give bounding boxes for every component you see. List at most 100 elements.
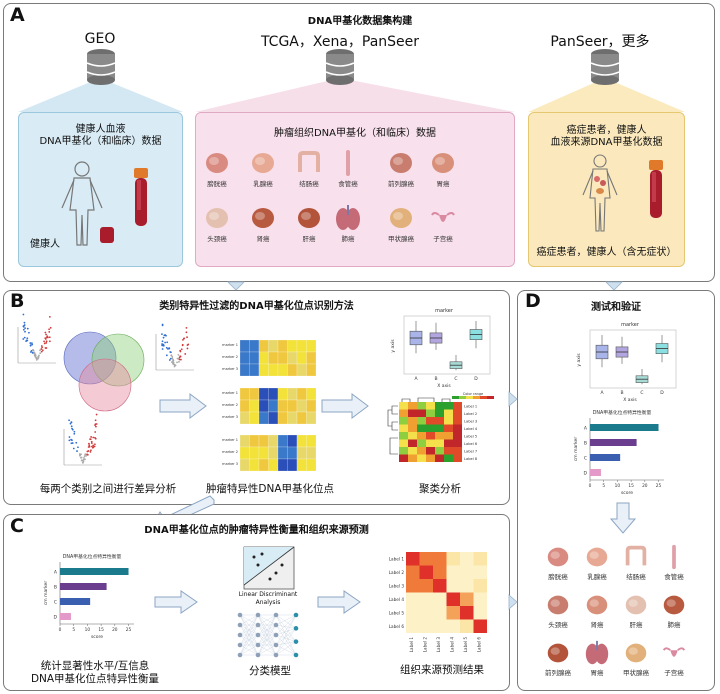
nn-node [273, 652, 279, 658]
cluster-cell [408, 417, 417, 425]
heatmap-cell [239, 351, 250, 365]
nn-node [273, 642, 279, 648]
heatmap-cell [268, 434, 279, 448]
cluster-cell [453, 424, 462, 432]
organ-item: 前列腺癌 [386, 148, 416, 188]
volcano-point [40, 345, 43, 347]
volcano-point [70, 421, 73, 424]
volcano-point [177, 354, 180, 356]
nn-node [255, 652, 261, 658]
dendrogram-top [401, 397, 451, 402]
nn-edge [275, 614, 297, 656]
cluster-row-label: Label 7 [464, 450, 477, 454]
bar-category-label: D [54, 615, 58, 621]
volcano-point [76, 450, 78, 452]
volcano-point [82, 461, 84, 464]
matrix-cell [419, 606, 433, 620]
volcano-point [48, 331, 51, 333]
bar-tick-label: 0 [59, 627, 62, 633]
volcano-point [90, 440, 93, 443]
volcano-point [161, 333, 163, 336]
bar [60, 568, 129, 575]
heatmap-cell [287, 399, 298, 413]
bar-chart-title: DNA甲基化位点特异性衡量 [63, 553, 122, 560]
nn-edge [257, 634, 277, 656]
cluster-cell [453, 447, 462, 455]
matrix-cell [406, 592, 420, 606]
volcano-point [39, 349, 41, 352]
volcano-point [161, 324, 164, 327]
volcano-point [169, 357, 172, 360]
heatmap-cell [249, 434, 260, 448]
matrix-cell [460, 579, 474, 593]
volcano-point [68, 419, 70, 422]
cluster-cell [435, 439, 444, 447]
heatmap-cell [277, 458, 288, 472]
legend-label: Color range [463, 392, 483, 396]
volcano-point [172, 359, 174, 361]
caption-diff-analysis: 每两个类别之间进行差异分析 [39, 483, 177, 495]
organ-label: 肺癌 [667, 621, 681, 629]
organ-label: 子宫癌 [433, 235, 453, 243]
volcano-point [46, 335, 49, 338]
dendrogram [387, 405, 398, 455]
matrix-cell [406, 565, 420, 579]
matrix-row-label: Label 4 [389, 597, 405, 602]
heatmap-row-label: marker 3 [222, 367, 238, 371]
heatmap-row-label: marker 1 [222, 391, 238, 395]
organ-item: 肾癌 [583, 591, 611, 629]
volcano-point [43, 340, 45, 343]
volcano-point [163, 334, 166, 337]
volcano-point [40, 348, 43, 350]
cluster-row-label: Label 2 [464, 412, 477, 416]
cancer-blood-text-1: 癌症患者，健康人 [566, 125, 647, 136]
volcano-point [87, 446, 90, 448]
heatmap-cell [287, 387, 298, 401]
organ-icon [252, 208, 274, 228]
nn-node [293, 612, 299, 618]
heatmap-cell [268, 411, 279, 425]
cancer-patients-label: 癌症患者，健康人（含无症状） [536, 247, 677, 258]
blood-tube-icon [134, 168, 148, 226]
cluster-cell [417, 424, 426, 432]
arrow-right-icon [159, 393, 207, 419]
nn-edge [239, 644, 259, 656]
organ-icon [206, 208, 228, 228]
volcano-point [78, 453, 81, 455]
matrix-cell [419, 552, 433, 566]
heatmap-cell [277, 399, 288, 413]
cluster-cell [417, 417, 426, 425]
matrix-cell [460, 565, 474, 579]
cluster-cell [444, 439, 453, 447]
venn-diagram [63, 331, 145, 412]
volcano-point [174, 364, 177, 367]
organ-icon [252, 153, 274, 173]
heatmap-cell [239, 387, 250, 401]
bar-chart-d: DNA甲基化位点特异性衡量 A B C D0 5 10 15 20 25 score cm marke… [573, 409, 664, 496]
matrix-cell [433, 606, 447, 620]
nn-edge [257, 614, 277, 656]
organ-label: 乳腺癌 [253, 180, 273, 188]
heatmap-cell [258, 411, 269, 425]
organ-icon [298, 208, 320, 228]
organ-item: 头颈癌 [202, 203, 232, 243]
volcano-point [29, 344, 32, 347]
volcano-point [164, 341, 167, 344]
volcano-point [181, 344, 184, 347]
volcano-plot [63, 413, 102, 466]
organ-icon [586, 547, 608, 567]
bar [60, 613, 71, 620]
volcano-point [41, 346, 44, 349]
panel-c-label: C [10, 515, 24, 537]
legend-swatch [487, 396, 494, 399]
volcano-point [184, 353, 187, 355]
panel-a-label: A [10, 4, 25, 26]
volcano-point [86, 453, 89, 456]
volcano-point [44, 331, 47, 334]
organ-label: 肾癌 [590, 621, 604, 629]
volcano-point [93, 445, 96, 448]
organ-icon [298, 151, 320, 172]
volcano-point [171, 357, 174, 360]
heatmap-cell [249, 363, 260, 377]
cluster-row-label: Label 6 [464, 442, 478, 446]
